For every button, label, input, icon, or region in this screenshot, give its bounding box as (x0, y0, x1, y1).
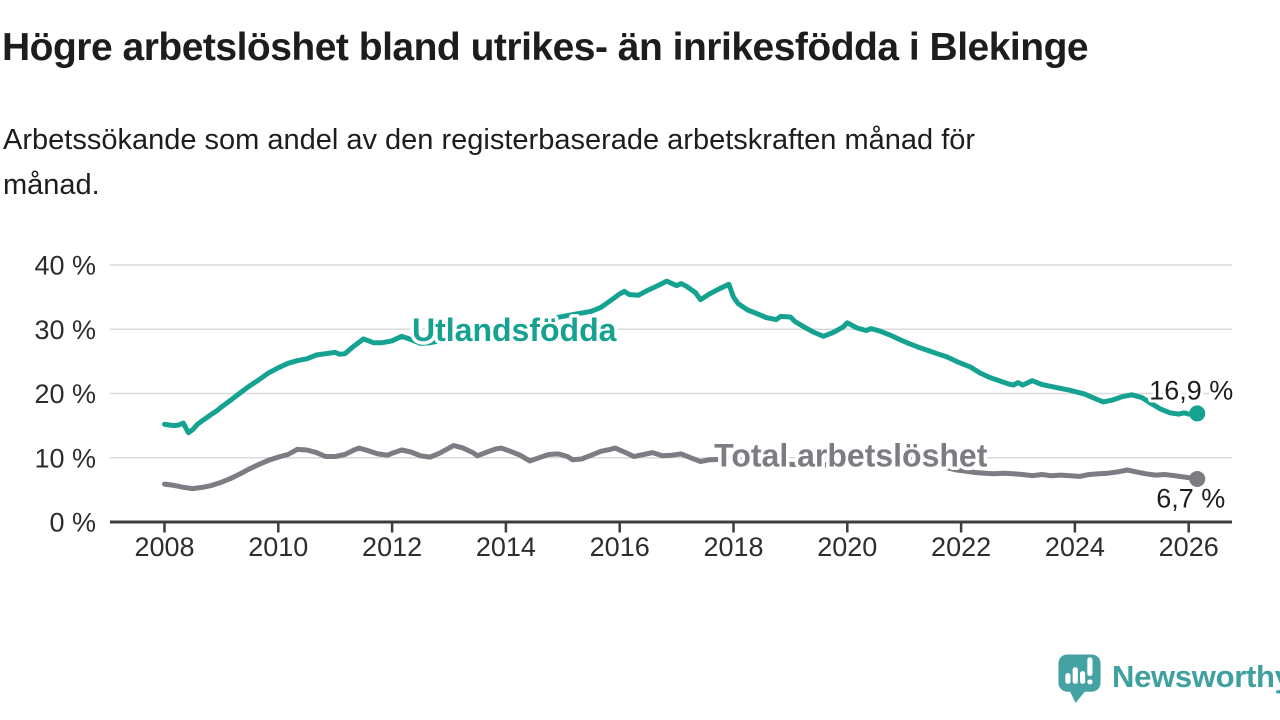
y-axis-label-0: 0 % (49, 508, 96, 538)
end-dot-total-arbetsloshet (1189, 470, 1206, 487)
chart-subtitle: Arbetssökande som andel av den registerb… (3, 118, 1213, 208)
page-title: Högre arbetslöshet bland utrikes- än inr… (2, 26, 1089, 69)
end-dot-utlandsfodda (1189, 405, 1206, 422)
y-axis-label-10: 10 % (34, 443, 96, 473)
x-axis-label-2008: 2008 (134, 532, 194, 562)
y-axis-label-20: 20 % (34, 379, 96, 409)
x-axis-label-2020: 2020 (817, 532, 877, 562)
x-axis-label-2026: 2026 (1159, 532, 1219, 562)
newsworthy-logo: Newsworthy (1056, 650, 1280, 704)
newsworthy-speech-bubble-chart-icon (1058, 654, 1101, 703)
unemployment-line-chart: 0 % 10 % 20 % 30 % 40 % 2008 2010 2012 2014 2016 2… (34, 251, 1236, 563)
series-line-total-arbetsloshet (162, 443, 1200, 492)
series-label-utlandsfodda: Utlandsfödda (412, 312, 617, 348)
y-axis-label-40: 40 % (34, 251, 96, 281)
series-line-utlandsfodda (162, 278, 1200, 436)
x-axis-label-2024: 2024 (1045, 532, 1105, 562)
x-axis-label-2010: 2010 (248, 532, 308, 562)
series-label-total-arbetsloshet: Total arbetslöshet (714, 438, 988, 474)
y-axis-label-30: 30 % (34, 315, 96, 345)
end-value-label-total-arbetsloshet: 6,7 % (1156, 483, 1225, 513)
x-axis-label-2014: 2014 (476, 532, 536, 562)
end-value-label-utlandsfodda: 16,9 % (1149, 375, 1233, 405)
chart-subtitle-line1: Arbetssökande som andel av den registerb… (3, 124, 976, 156)
x-axis-label-2022: 2022 (931, 532, 991, 562)
x-axis-label-2018: 2018 (703, 532, 763, 562)
x-axis-label-2016: 2016 (590, 532, 650, 562)
chart-subtitle-line2: månad. (3, 169, 100, 201)
x-axis-label-2012: 2012 (362, 532, 422, 562)
newsworthy-logo-text: Newsworthy (1112, 659, 1280, 694)
